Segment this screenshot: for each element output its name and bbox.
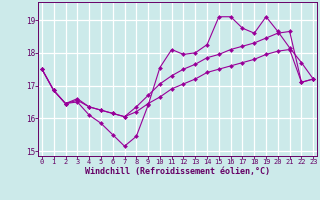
X-axis label: Windchill (Refroidissement éolien,°C): Windchill (Refroidissement éolien,°C) bbox=[85, 167, 270, 176]
